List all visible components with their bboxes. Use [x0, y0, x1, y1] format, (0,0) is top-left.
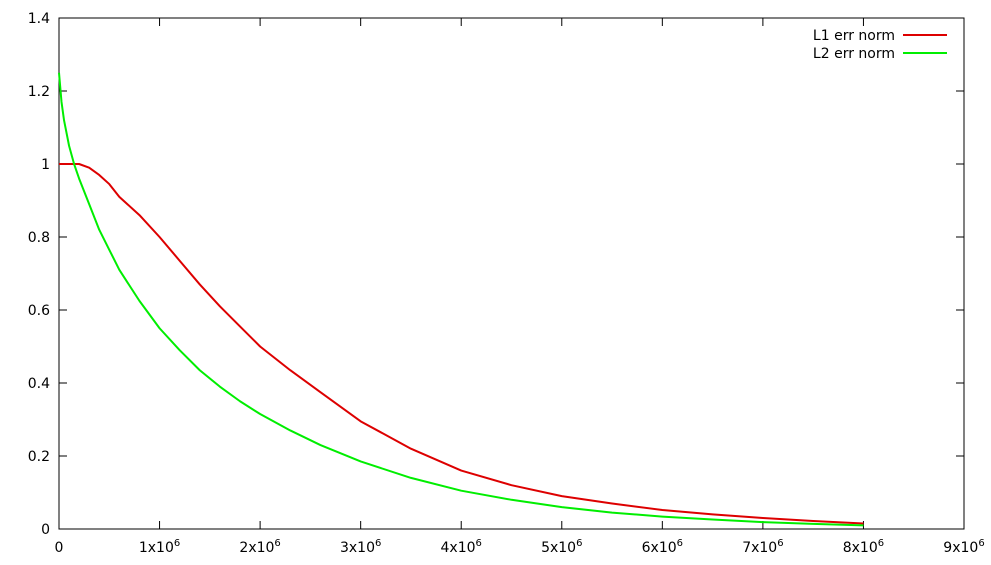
y-tick-label: 1 [41, 157, 50, 173]
series-lines [58, 72, 864, 527]
y-tick-label: 0.2 [28, 449, 50, 465]
x-tick-label: 1x106 [139, 538, 180, 556]
x-tick-label-base: 8x10 [843, 540, 878, 556]
plot-frame [58, 17, 965, 530]
series-line-1 [59, 163, 864, 525]
y-tick-label: 1.2 [28, 84, 50, 100]
y-tick-label: 1.4 [28, 11, 50, 27]
x-tick-label-base: 4x10 [441, 540, 476, 556]
x-tick-label: 4x106 [441, 538, 482, 556]
x-tick-label-base: 1x10 [139, 540, 174, 556]
x-tick-label: 5x106 [541, 538, 582, 556]
legend-label-1: L1 err norm [813, 28, 895, 44]
x-tick-label-exponent: 6 [978, 538, 984, 549]
series-line-2 [58, 72, 864, 527]
y-tick-label: 0.4 [28, 376, 50, 392]
x-tick-label-base: 0 [55, 540, 64, 556]
y-tick-label: 0.6 [28, 303, 50, 319]
legend-label-2: L2 err norm [813, 46, 895, 62]
x-tick-label-exponent: 6 [878, 538, 884, 549]
x-tick-label-exponent: 6 [174, 538, 180, 549]
y-tick-labels: 0 0.2 0.4 0.6 0.8 1 1.2 1.4 [28, 11, 50, 538]
x-tick-label-exponent: 6 [576, 538, 582, 549]
x-tick-label-exponent: 6 [476, 538, 482, 549]
x-tick-label: 6x106 [642, 538, 683, 556]
x-tick-label: 7x106 [742, 538, 783, 556]
x-tick-labels: 0 1x106 2x106 3x106 4x106 5x106 6x106 7x106 8x10… [55, 538, 985, 556]
x-tick-label-base: 2x10 [239, 540, 274, 556]
axis-ticks [58, 17, 965, 530]
x-tick-label-exponent: 6 [274, 538, 280, 549]
x-tick-label-base: 7x10 [742, 540, 777, 556]
x-tick-label-base: 3x10 [340, 540, 375, 556]
x-tick-label-exponent: 6 [677, 538, 683, 549]
x-tick-label-base: 9x10 [943, 540, 978, 556]
y-tick-label: 0.8 [28, 230, 50, 246]
x-tick-label: 0 [55, 540, 64, 556]
x-tick-label: 3x106 [340, 538, 381, 556]
x-tick-label: 2x106 [239, 538, 280, 556]
x-tick-label: 8x106 [843, 538, 884, 556]
x-tick-label-base: 6x10 [642, 540, 677, 556]
x-tick-label-exponent: 6 [777, 538, 783, 549]
x-tick-label-base: 5x10 [541, 540, 576, 556]
y-tick-label: 0 [41, 522, 50, 538]
x-tick-label: 9x106 [943, 538, 984, 556]
legend: L1 err norm L2 err norm [813, 28, 947, 62]
x-tick-label-exponent: 6 [375, 538, 381, 549]
